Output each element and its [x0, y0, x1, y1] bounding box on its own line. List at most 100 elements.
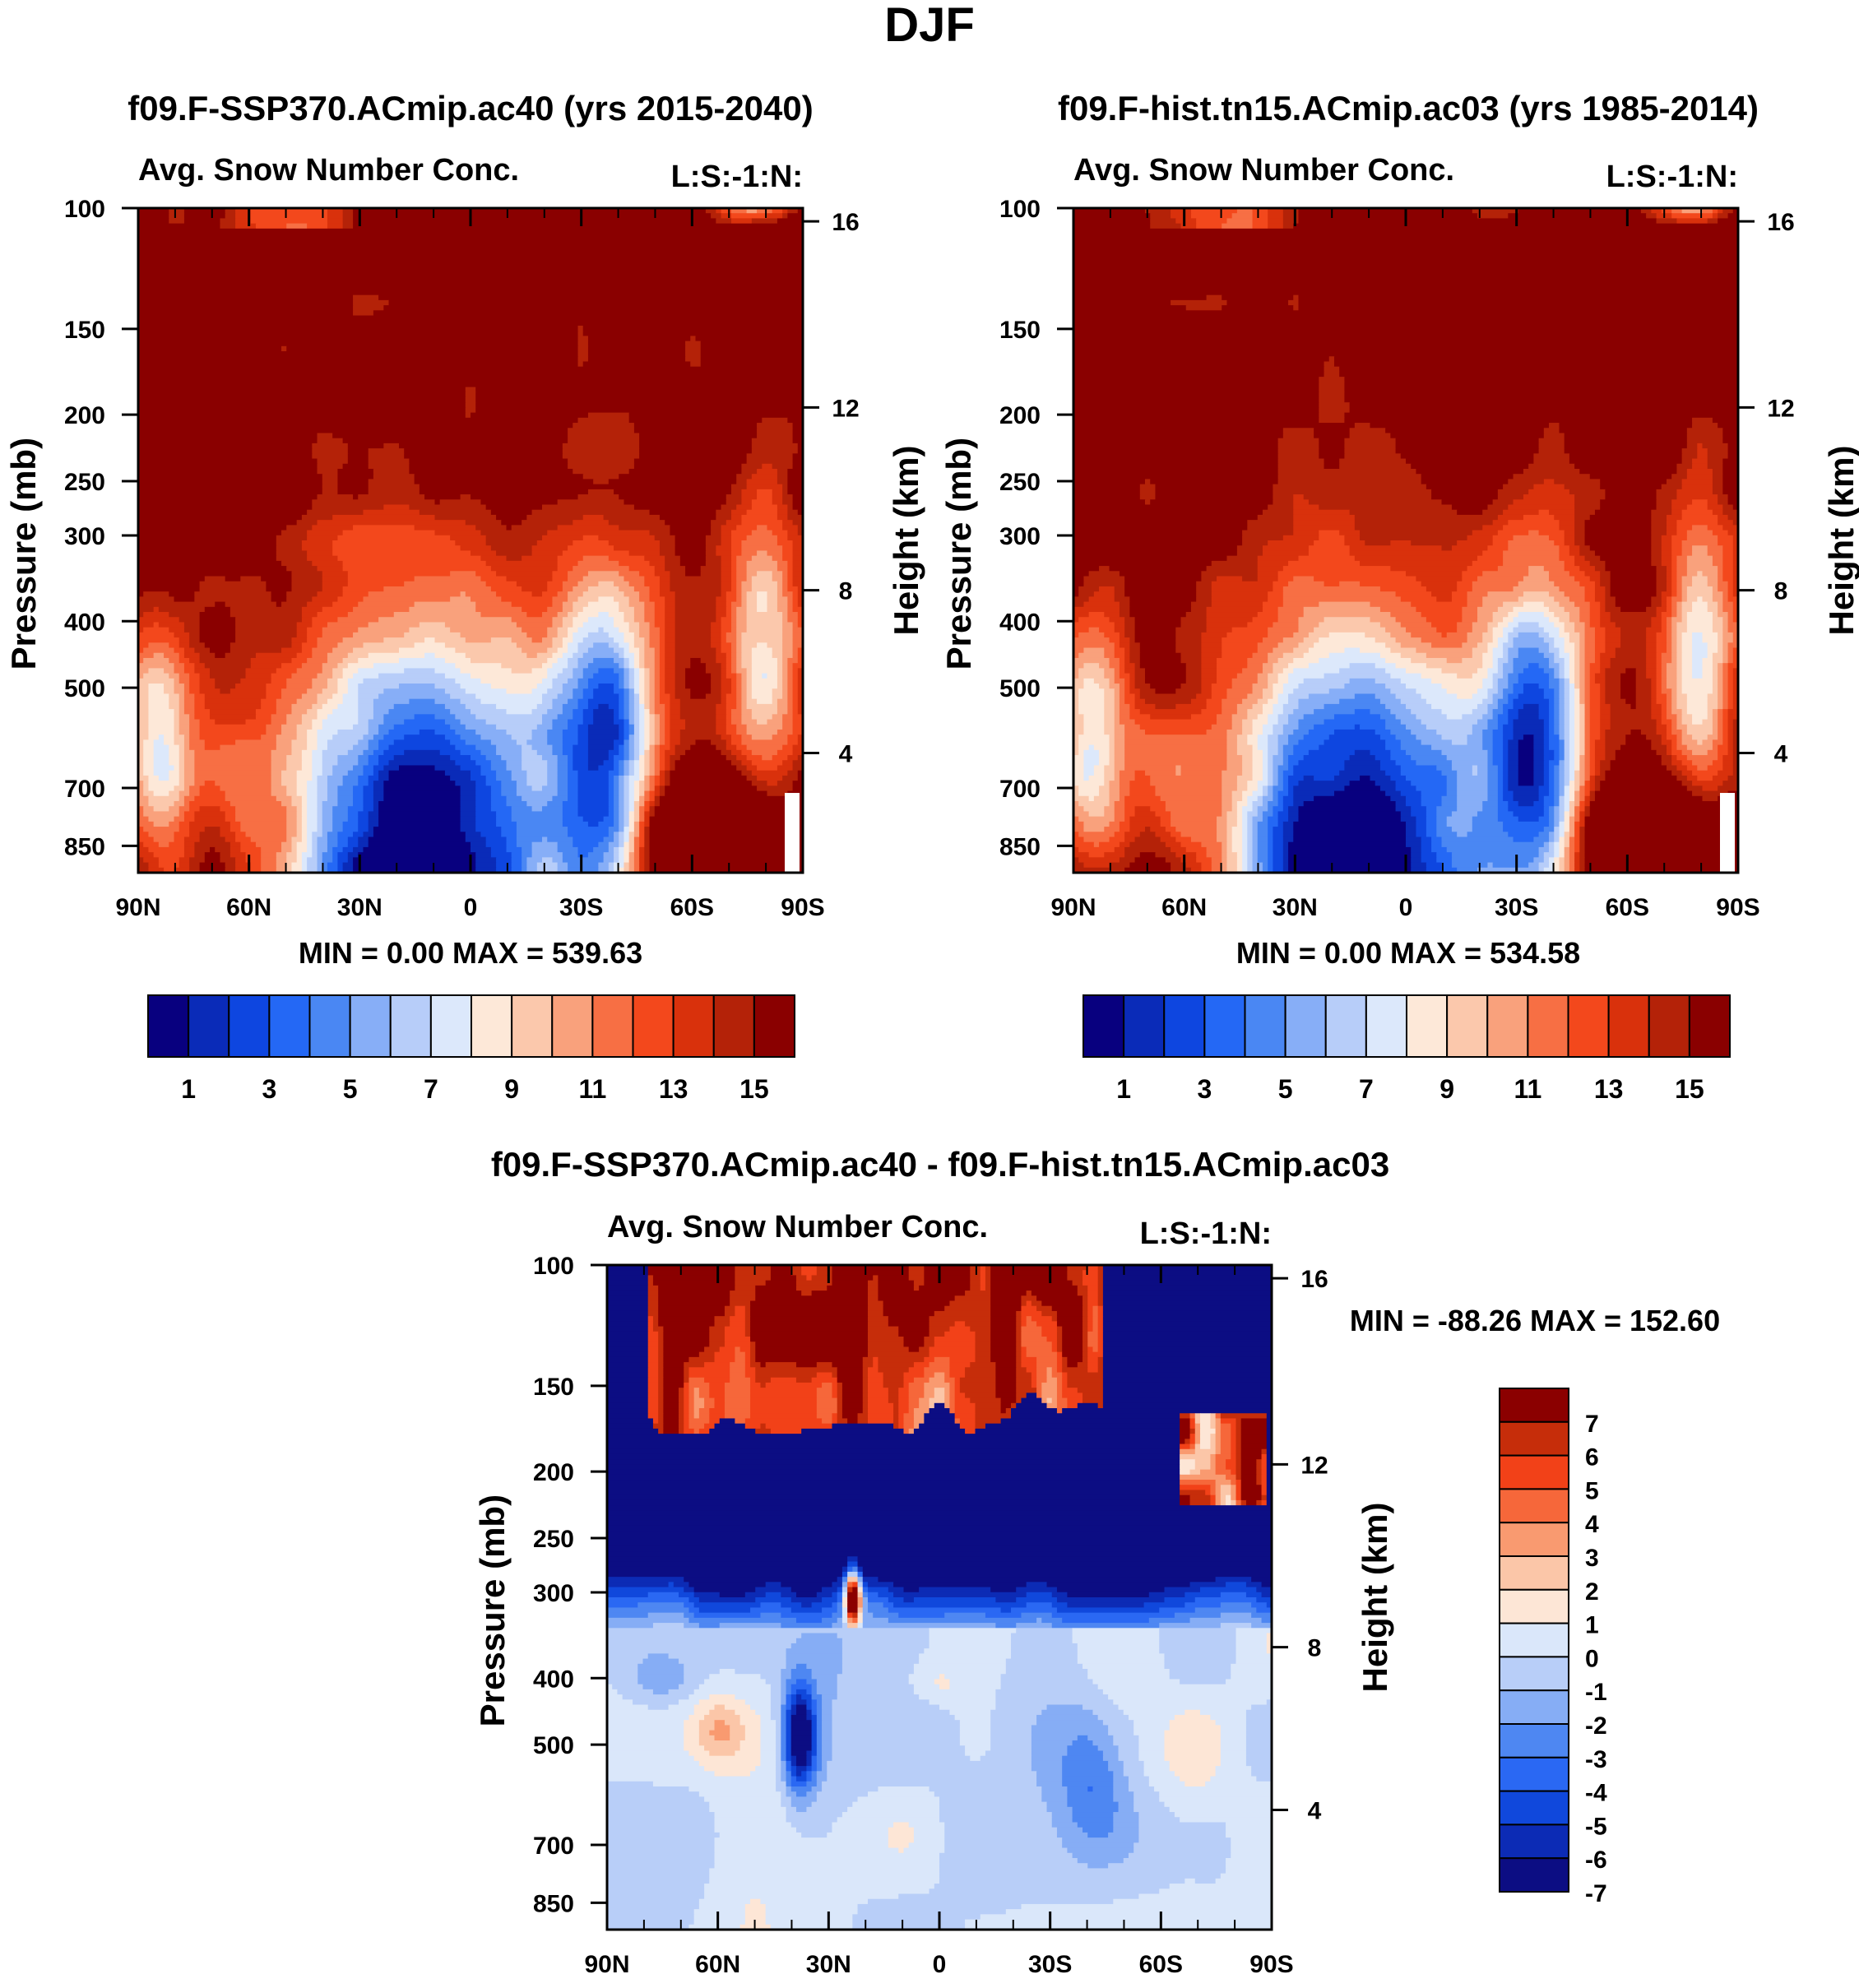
heatmap-cell — [665, 596, 676, 603]
heatmap-cell — [169, 775, 180, 781]
heatmap-cell — [153, 836, 175, 843]
heatmap-cell — [1226, 739, 1238, 746]
heatmap-cell — [639, 760, 645, 767]
heatmap-cell — [210, 846, 216, 853]
heatmap-cell — [1268, 657, 1279, 664]
heatmap-cell — [317, 566, 344, 572]
heatmap-cell — [787, 208, 799, 214]
heatmap-cell — [614, 857, 619, 864]
heatmap-cell — [659, 800, 804, 807]
heatmap-cell — [633, 862, 640, 869]
heatmap-cell — [1257, 612, 1279, 618]
heatmap-cell — [536, 652, 554, 659]
heatmap-cell — [1579, 703, 1586, 710]
heatmap-cell — [1605, 596, 1616, 603]
heatmap-cell — [1472, 530, 1499, 536]
heatmap-cell — [1692, 652, 1708, 659]
heatmap-cell — [587, 617, 614, 623]
heatmap-cell — [736, 622, 748, 628]
heatmap-cell — [1579, 698, 1586, 705]
heatmap-cell — [1559, 627, 1565, 633]
heatmap-cell — [526, 857, 543, 864]
heatmap-cell — [460, 734, 482, 740]
heatmap-cell — [659, 729, 665, 735]
heatmap-cell — [1236, 734, 1248, 740]
heatmap-cell — [522, 846, 533, 853]
heatmap-cell — [644, 652, 656, 659]
heatmap-cell — [1406, 724, 1427, 730]
heatmap-cell — [1492, 657, 1499, 664]
heatmap-cell — [649, 591, 661, 597]
heatmap-cell — [1646, 668, 1657, 674]
heatmap-cell — [726, 729, 737, 735]
heatmap-cell — [1574, 601, 1591, 608]
colorbar-box — [632, 994, 675, 1058]
heatmap-cell — [1073, 274, 1739, 280]
heatmap-cell — [792, 724, 804, 730]
heatmap-cell — [1446, 714, 1463, 721]
heatmap-cell — [633, 663, 640, 669]
heatmap-cell — [235, 816, 287, 823]
heatmap-cell — [614, 622, 630, 628]
heatmap-cell — [480, 530, 548, 536]
heatmap-cell — [1513, 724, 1545, 730]
heatmap-cell — [199, 785, 221, 792]
heatmap-cell — [1543, 612, 1555, 618]
heatmap-cell — [1722, 438, 1739, 444]
heatmap-cell — [1656, 494, 1678, 500]
heatmap-cell — [1298, 627, 1314, 633]
heatmap-cell — [1441, 668, 1478, 674]
heatmap-cell — [138, 530, 282, 536]
heatmap-cell — [480, 612, 527, 618]
heatmap-cell — [138, 239, 804, 245]
y-axis-label: Pressure (mb) — [4, 438, 43, 670]
heatmap-cell — [327, 714, 359, 721]
heatmap-cell — [1697, 596, 1704, 603]
heatmap-cell — [736, 744, 748, 751]
heatmap-cell — [148, 693, 169, 700]
heatmap-cell — [1692, 463, 1708, 470]
heatmap-cell — [1523, 468, 1580, 475]
heatmap-cell — [644, 668, 651, 674]
heatmap-cell — [1124, 668, 1136, 674]
heatmap-cell — [624, 806, 630, 813]
heatmap-cell — [1262, 688, 1273, 695]
heatmap-cell — [1692, 637, 1704, 643]
heatmap-cell — [1564, 438, 1688, 444]
heatmap-cell — [1477, 606, 1499, 613]
heatmap-cell — [225, 862, 236, 869]
heatmap-cell — [1457, 693, 1473, 700]
heatmap-cell — [138, 581, 201, 587]
heatmap-cell — [679, 714, 716, 721]
heatmap-cell — [1324, 719, 1386, 725]
heatmap-cell — [138, 637, 180, 643]
heatmap-cell — [183, 213, 226, 220]
heatmap-cell — [1262, 709, 1273, 715]
heatmap-cell — [1252, 617, 1279, 623]
heatmap-cell — [1686, 535, 1718, 541]
heatmap-cell — [1523, 668, 1545, 674]
heatmap-cell — [1462, 714, 1483, 721]
heatmap-cell — [1605, 560, 1652, 567]
heatmap-cell — [1293, 530, 1319, 536]
heatmap-cell — [1681, 509, 1713, 516]
heatmap-cell — [614, 775, 619, 781]
heatmap-cell — [327, 678, 338, 684]
heatmap-cell — [685, 724, 716, 730]
heatmap-cell — [358, 627, 410, 633]
heatmap-cell — [199, 688, 221, 695]
heatmap-cell — [183, 770, 195, 776]
heatmap-cell — [1411, 632, 1443, 638]
heatmap-cell — [1564, 647, 1575, 654]
heatmap-cell — [1282, 535, 1319, 541]
heatmap-cell — [475, 816, 497, 823]
heatmap-cell — [450, 596, 471, 603]
heatmap-cell — [353, 218, 716, 225]
heatmap-cell — [1584, 698, 1591, 705]
heatmap-cell — [276, 601, 282, 608]
heatmap-cell — [721, 647, 732, 654]
heatmap-cell — [782, 591, 794, 597]
heatmap-cell — [1492, 652, 1504, 659]
heatmap-cell — [670, 765, 676, 772]
heatmap-cell — [608, 806, 614, 813]
